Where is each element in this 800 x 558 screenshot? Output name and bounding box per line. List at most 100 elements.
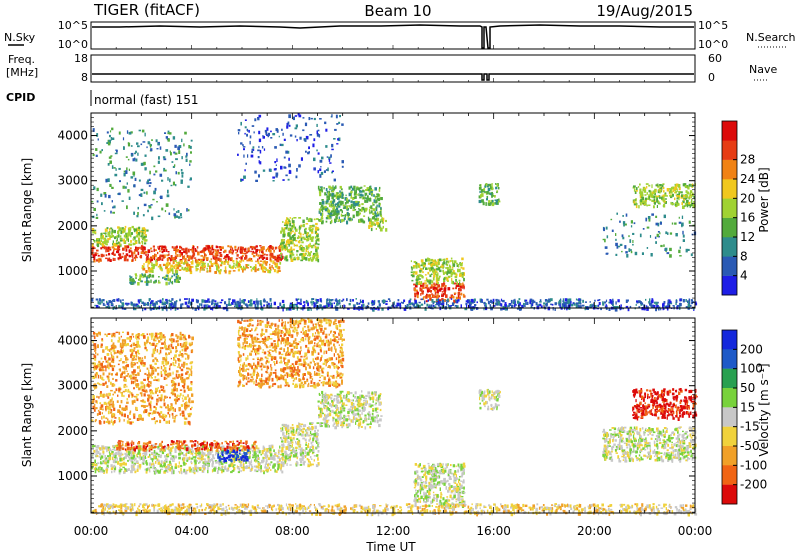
heatmap-cell (105, 239, 107, 243)
heatmap-cell (457, 299, 459, 302)
heatmap-cell (169, 303, 171, 307)
heatmap-cell (321, 172, 323, 175)
heatmap-cell (290, 134, 292, 136)
heatmap-cell (112, 165, 114, 169)
heatmap-cell (293, 117, 295, 121)
heatmap-cell (162, 298, 164, 301)
heatmap-cell (186, 447, 189, 451)
heatmap-cell (242, 253, 245, 254)
heatmap-cell (335, 185, 337, 188)
heatmap-cell (316, 150, 318, 152)
heatmap-cell (200, 251, 203, 253)
heatmap-cell (271, 254, 274, 257)
heatmap-cell (667, 232, 669, 235)
heatmap-cell (382, 222, 384, 224)
heatmap-cell (462, 276, 464, 279)
heatmap-cell (135, 277, 137, 279)
heatmap-cell (189, 264, 191, 266)
heatmap-cell (611, 219, 613, 220)
heatmap-cell (105, 236, 107, 238)
heatmap-cell (135, 273, 137, 275)
heatmap-cell (663, 197, 665, 199)
heatmap-cell (373, 216, 376, 220)
heatmap-cell (231, 257, 232, 260)
heatmap-cell (331, 305, 332, 307)
heatmap-cell (213, 457, 215, 459)
heatmap-cell (135, 229, 137, 232)
heatmap-cell (107, 238, 109, 240)
heatmap-cell (175, 270, 178, 274)
heatmap-cell (365, 306, 367, 310)
heatmap-cell (188, 451, 190, 454)
heatmap-cell (639, 184, 641, 186)
heatmap-cell (218, 451, 220, 453)
heatmap-cell (645, 299, 646, 301)
heatmap-cell (662, 304, 664, 308)
heatmap-cell (685, 203, 686, 205)
heatmap-cell (162, 466, 163, 468)
heatmap-cell (651, 194, 654, 198)
heatmap-cell (644, 194, 646, 196)
heatmap-cell (245, 447, 246, 450)
heatmap-cell (662, 185, 664, 188)
heatmap-cell (265, 470, 266, 472)
heatmap-cell (131, 252, 133, 256)
heatmap-cell (455, 279, 457, 282)
heatmap-cell (618, 246, 620, 248)
heatmap-cell (251, 260, 253, 262)
heatmap-cell (686, 249, 688, 253)
heatmap-cell (336, 206, 338, 207)
heatmap-cell (223, 258, 225, 259)
heatmap-cell (529, 300, 531, 304)
heatmap-cell (108, 253, 110, 256)
heatmap-cell (424, 282, 427, 284)
heatmap-cell (642, 197, 644, 200)
heatmap-cell (330, 154, 332, 157)
heatmap-cell (185, 441, 186, 443)
heatmap-cell (200, 260, 202, 263)
heatmap-cell (238, 471, 240, 473)
heatmap-cell (111, 137, 112, 141)
heatmap-cell (599, 299, 601, 300)
heatmap-cell (329, 159, 330, 162)
heatmap-cell (282, 300, 284, 303)
heatmap-cell (376, 228, 377, 230)
heatmap-cell (163, 257, 165, 259)
heatmap-cell (280, 243, 282, 245)
heatmap-cell (130, 276, 133, 278)
y-tick-label: 2000 (57, 219, 88, 233)
heatmap-cell (182, 452, 183, 454)
heatmap-cell (377, 193, 379, 196)
heatmap-cell (125, 170, 127, 174)
heatmap-cell (205, 254, 207, 256)
heatmap-cell (140, 235, 143, 237)
heatmap-cell (272, 246, 273, 248)
heatmap-cell (451, 281, 453, 284)
heatmap-cell (682, 216, 683, 219)
heatmap-cell (446, 260, 447, 262)
heatmap-cell (308, 146, 310, 149)
heatmap-cell (274, 259, 276, 261)
heatmap-cell (270, 456, 272, 460)
heatmap-cell (649, 219, 651, 222)
heatmap-cell (93, 154, 95, 156)
heatmap-cell (359, 209, 361, 211)
heatmap-cell (540, 299, 542, 301)
heatmap-cell (376, 222, 379, 225)
heatmap-cell (310, 301, 312, 303)
heatmap-cell (433, 274, 435, 277)
heatmap-cell (360, 187, 362, 189)
heatmap-cell (94, 241, 95, 242)
heatmap-cell (195, 449, 197, 452)
heatmap-cell (435, 262, 437, 265)
heatmap-cell (248, 248, 249, 251)
heatmap-cell (97, 455, 99, 457)
heatmap-cell (356, 302, 358, 304)
heatmap-cell (173, 208, 174, 210)
heatmap-cell (562, 303, 564, 306)
heatmap-cell (181, 156, 183, 159)
heatmap-cell (437, 295, 439, 297)
heatmap-cell (170, 151, 171, 153)
heatmap-cell (211, 263, 213, 265)
heatmap-cell (113, 258, 115, 261)
